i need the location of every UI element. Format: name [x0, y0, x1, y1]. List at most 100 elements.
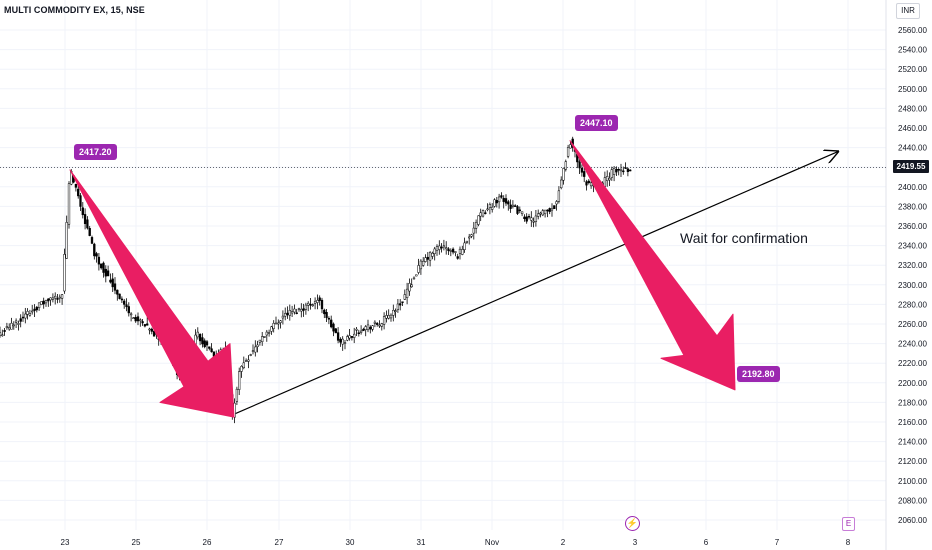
y-tick-label: 2560.00 — [898, 26, 927, 35]
candle-body — [307, 302, 310, 306]
candle-body — [325, 312, 328, 318]
candle-body — [323, 309, 326, 315]
candle-body — [507, 201, 510, 205]
x-tick-label: 2 — [561, 538, 566, 547]
candle-body — [288, 309, 291, 316]
y-tick-label: 2080.00 — [898, 496, 927, 505]
candle-body — [392, 310, 395, 316]
candle-body — [12, 324, 15, 327]
candle-body — [81, 207, 84, 216]
candle-body — [417, 265, 420, 273]
candle-body — [263, 336, 266, 338]
candle-body — [106, 270, 110, 277]
candle-body — [8, 327, 11, 330]
candle-body — [136, 316, 140, 322]
candle-body — [51, 297, 55, 300]
confirmation-note[interactable]: Wait for confirmation — [680, 230, 808, 246]
x-tick-label: 23 — [61, 538, 70, 547]
candle-body — [518, 209, 521, 212]
y-tick-label: 2100.00 — [898, 477, 927, 486]
candle-body — [382, 316, 386, 325]
candle-body — [603, 177, 607, 187]
candle-body — [525, 216, 528, 222]
candle-body — [113, 283, 117, 291]
candle-body — [481, 210, 485, 217]
bolt-icon[interactable]: ⚡ — [625, 516, 640, 531]
candle-body — [210, 348, 213, 353]
candle-body — [433, 248, 436, 254]
candle-body — [580, 167, 584, 173]
callout-peak-2[interactable]: 2447.10 — [575, 115, 618, 131]
candle-body — [63, 254, 66, 292]
candle-body — [139, 319, 142, 322]
candle-body — [100, 263, 103, 269]
candle-body — [562, 168, 565, 181]
candle-body — [543, 209, 547, 215]
candle-body — [401, 301, 404, 303]
candle-body — [0, 332, 2, 336]
candle-body — [500, 195, 503, 198]
candle-body — [330, 319, 333, 328]
candle-body — [387, 315, 390, 319]
earnings-icon[interactable]: E — [842, 517, 855, 531]
candle-body — [279, 320, 282, 323]
candle-body — [150, 328, 153, 332]
candle-body — [320, 299, 324, 310]
x-tick-label: 27 — [275, 538, 284, 547]
candle-body — [343, 342, 347, 344]
y-tick-label: 2440.00 — [898, 144, 927, 153]
candle-body — [608, 178, 611, 181]
candle-body — [54, 295, 57, 299]
candle-body — [120, 298, 124, 301]
candle-body — [88, 228, 91, 236]
candle-body — [461, 249, 464, 255]
down-arrow-1 — [69, 169, 235, 418]
callout-target[interactable]: 2192.80 — [737, 366, 780, 382]
candle-body — [102, 262, 105, 273]
candle-body — [463, 242, 466, 250]
candle-body — [35, 306, 38, 311]
candle-body — [33, 308, 36, 311]
candle-body — [445, 247, 448, 250]
candle-body — [14, 320, 18, 323]
candle-body — [385, 315, 388, 319]
candle-body — [332, 323, 335, 332]
currency-label[interactable]: INR — [896, 3, 920, 19]
y-tick-label: 2400.00 — [898, 183, 927, 192]
candle-body — [534, 215, 538, 222]
candle-body — [502, 197, 505, 202]
candle-body — [589, 182, 593, 187]
candle-body — [67, 183, 71, 225]
candle-body — [44, 300, 48, 304]
candle-body — [346, 336, 349, 341]
candle-body — [612, 168, 616, 175]
candle-body — [74, 183, 78, 188]
candle-body — [514, 205, 517, 207]
candle-body — [336, 332, 340, 341]
y-tick-label: 2160.00 — [898, 418, 927, 427]
candle-body — [31, 310, 34, 313]
candle-body — [484, 212, 487, 215]
candle-body — [394, 310, 397, 312]
y-tick-label: 2200.00 — [898, 379, 927, 388]
time-axis: 23 25 26 27 30 31 Nov 2 3 6 7 8 — [61, 538, 851, 547]
callout-peak-1[interactable]: 2417.20 — [74, 144, 117, 160]
candle-body — [146, 323, 149, 326]
candle-body — [431, 253, 434, 257]
candle-body — [369, 326, 372, 330]
candle-body — [5, 326, 9, 329]
candle-body — [284, 313, 287, 317]
candle-body — [141, 321, 144, 324]
candle-body — [295, 312, 298, 314]
y-tick-label: 2180.00 — [898, 398, 927, 407]
candle-body — [205, 341, 209, 346]
candle-body — [555, 201, 558, 205]
candle-body — [546, 209, 549, 212]
candle-body — [486, 208, 489, 211]
candle-body — [238, 371, 241, 390]
x-tick-label: 30 — [346, 538, 355, 547]
candle-body — [118, 293, 121, 299]
candle-body — [270, 326, 273, 332]
y-tick-label: 2120.00 — [898, 457, 927, 466]
candle-body — [560, 179, 563, 189]
